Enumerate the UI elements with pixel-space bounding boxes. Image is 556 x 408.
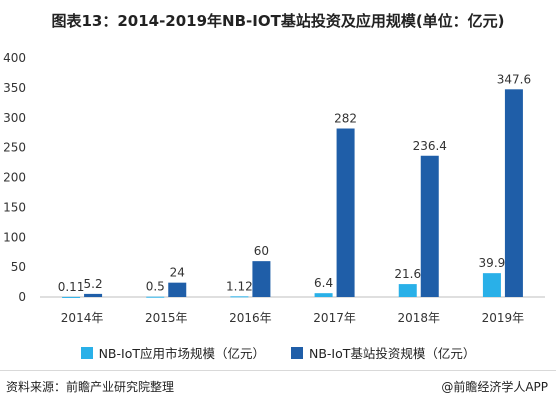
credit-note: @前瞻经济学人APP (441, 380, 548, 394)
chart-title: 图表13：2014-2019年NB-IOT基站投资及应用规模(单位：亿元) (51, 12, 505, 30)
bar-investment (168, 282, 187, 297)
bar-investment (252, 261, 271, 297)
data-label-application: 39.9 (479, 256, 506, 270)
y-tick-label: 100 (3, 230, 26, 244)
data-label-application: 0.5 (146, 280, 165, 294)
legend-swatch-application (80, 346, 93, 359)
y-tick-label: 200 (3, 171, 26, 185)
x-tick-label: 2017年 (313, 311, 356, 325)
data-label-investment: 24 (170, 266, 185, 280)
bar-chart: 0 50 100 150 200 250 300 350 400 0.11 5.2 2014年 0.5 2… (3, 51, 545, 325)
x-tick-label: 2018年 (397, 311, 440, 325)
legend-item-investment: NB-IoT基站投资规模（亿元） (291, 343, 475, 362)
bar-investment (420, 155, 439, 297)
data-label-investment: 236.4 (413, 139, 447, 153)
data-label-investment: 5.2 (84, 277, 103, 291)
bar-investment (504, 89, 523, 298)
data-label-investment: 60 (254, 244, 269, 258)
legend-label-application: NB-IoT应用市场规模（亿元） (98, 346, 265, 361)
x-tick-label: 2016年 (229, 311, 272, 325)
bar-application (482, 273, 501, 297)
data-label-application: 21.6 (394, 267, 421, 281)
bar-application (62, 296, 81, 298)
y-tick-label: 250 (3, 141, 26, 155)
y-tick-label: 50 (11, 260, 26, 274)
bar-application (314, 293, 333, 297)
y-tick-label: 150 (3, 200, 26, 214)
y-tick-label: 400 (3, 51, 26, 65)
data-label-application: 0.11 (58, 280, 85, 294)
legend-label-investment: NB-IoT基站投资规模（亿元） (309, 346, 476, 361)
y-tick-label: 0 (18, 290, 26, 304)
source-note: 资料来源：前瞻产业研究院整理 (6, 380, 175, 394)
bar-application (230, 296, 249, 298)
x-tick-label: 2015年 (145, 311, 188, 325)
bar-investment (84, 293, 103, 297)
data-label-investment: 282 (334, 112, 357, 126)
data-label-investment: 347.6 (497, 72, 531, 86)
data-label-application: 6.4 (314, 276, 333, 290)
data-label-application: 1.12 (226, 279, 253, 293)
legend-swatch-investment (291, 346, 303, 359)
legend-item-application: NB-IoT应用市场规模（亿元） (80, 343, 265, 362)
bar-application (146, 296, 165, 298)
x-tick-label: 2019年 (482, 311, 525, 325)
x-tick-label: 2014年 (61, 311, 104, 325)
y-tick-label: 350 (3, 81, 26, 95)
bar-application (398, 284, 417, 297)
legend: NB-IoT应用市场规模（亿元） NB-IoT基站投资规模（亿元） (0, 343, 556, 362)
footer-divider (0, 370, 556, 371)
y-tick-label: 300 (3, 111, 26, 125)
bar-investment (336, 128, 355, 297)
